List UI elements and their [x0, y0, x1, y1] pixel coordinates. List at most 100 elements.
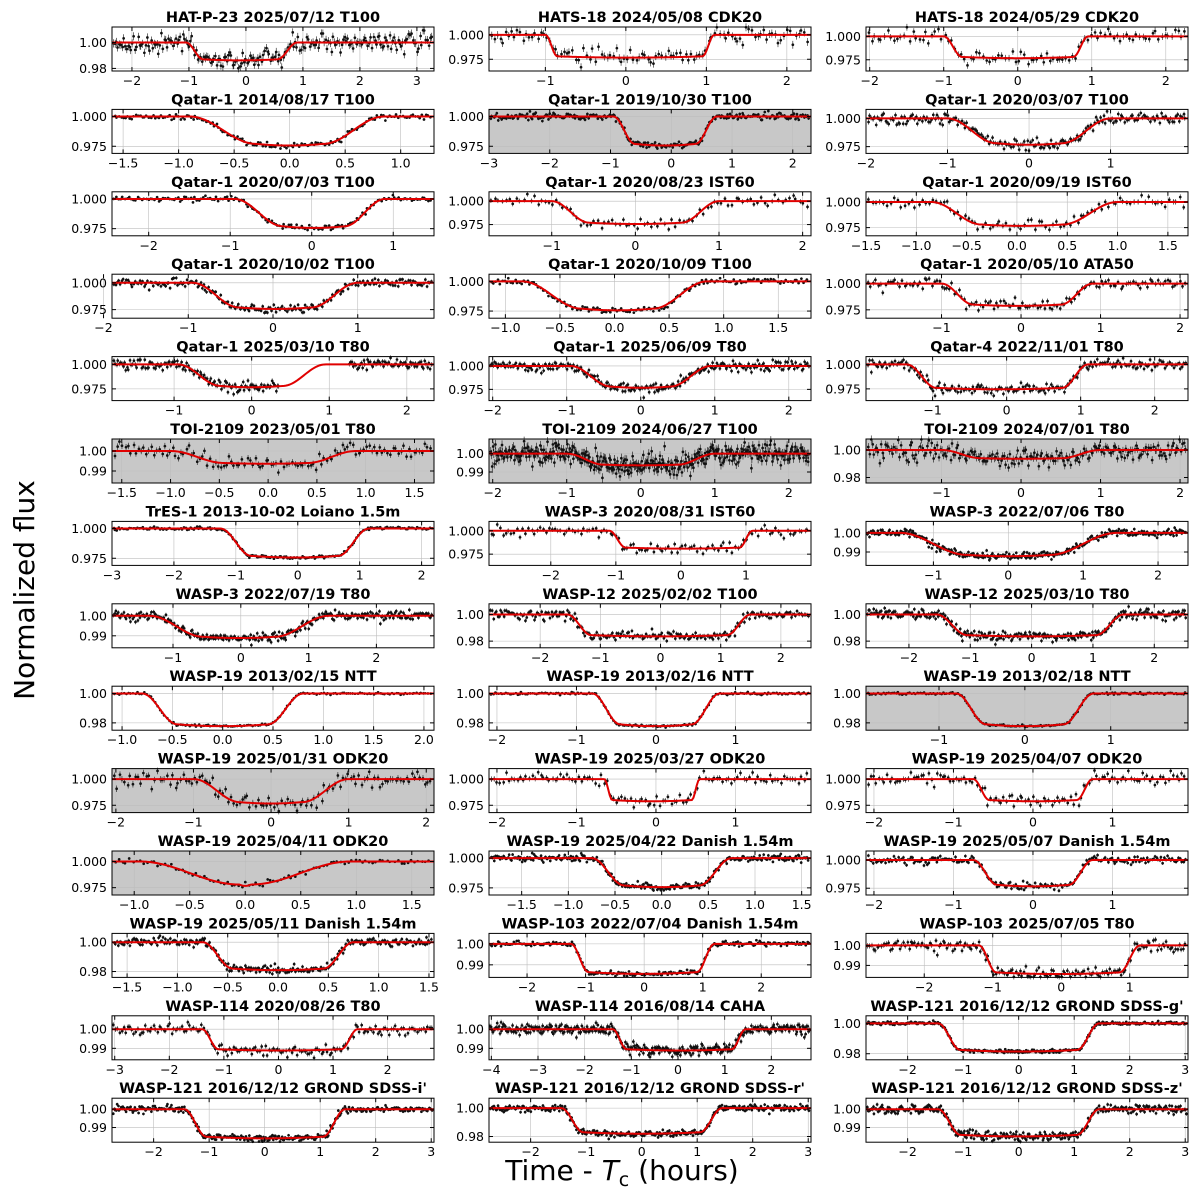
x-tick-label: −2: [94, 320, 112, 335]
data-point: [675, 52, 678, 55]
data-point: [176, 360, 179, 363]
data-point: [214, 291, 217, 294]
data-point: [724, 197, 727, 200]
data-point: [1168, 198, 1171, 201]
data-point: [629, 49, 632, 52]
data-point: [419, 35, 422, 38]
data-point: [760, 196, 763, 199]
data-point: [965, 308, 968, 311]
data-point: [632, 311, 635, 314]
data-point: [143, 51, 146, 54]
data-point: [341, 43, 344, 46]
data-point: [674, 225, 677, 228]
data-point: [1104, 122, 1107, 125]
y-tick-label: 1.000: [825, 111, 861, 126]
data-point: [1147, 195, 1150, 198]
data-point: [541, 120, 544, 123]
data-point: [679, 51, 682, 54]
panel-title: HATS-18 2024/05/29 CDK20: [915, 10, 1139, 26]
panel-title: Qatar-1 2019/10/30 T100: [548, 92, 752, 108]
data-point: [117, 279, 120, 282]
panel-title: HAT-P-23 2025/07/12 T100: [166, 10, 380, 26]
x-tick-label: 0.0: [280, 155, 300, 170]
data-point: [678, 219, 681, 222]
data-point: [1106, 110, 1109, 113]
data-point: [1055, 220, 1058, 223]
data-point: [936, 279, 939, 282]
data-point: [352, 279, 355, 282]
data-point: [730, 370, 733, 373]
data-point: [913, 206, 916, 209]
data-point: [426, 39, 429, 42]
data-point: [1000, 54, 1003, 57]
data-point: [1012, 145, 1015, 148]
data-point: [1068, 59, 1071, 62]
data-point: [192, 201, 195, 204]
data-point: [941, 124, 944, 127]
x-tick-label: 1.5: [768, 320, 788, 335]
x-tick-label: 2: [783, 73, 791, 88]
data-point: [871, 40, 874, 43]
data-point: [656, 147, 659, 150]
x-tick-label: 1: [389, 238, 397, 253]
x-tick-label: −1: [601, 155, 619, 170]
data-point: [975, 51, 978, 54]
data-point: [388, 361, 391, 364]
panel-title: HATS-18 2024/05/08 CDK20: [538, 10, 762, 26]
data-point: [685, 53, 688, 56]
data-point: [761, 119, 764, 122]
data-point: [275, 311, 278, 314]
y-tick-label: 1.000: [71, 357, 107, 372]
data-point: [1151, 280, 1154, 283]
data-point: [1003, 148, 1006, 151]
light-curve-panel: HATS-18 2024/05/29 CDK20−2 −1 0 1 20.9751.00…: [825, 10, 1188, 88]
data-point: [966, 64, 969, 67]
data-point: [1128, 37, 1131, 40]
y-tick-label: 1.000: [71, 191, 107, 206]
data-point: [389, 34, 392, 37]
data-point: [534, 111, 537, 114]
panel-background: [489, 192, 811, 236]
data-point: [585, 375, 588, 378]
data-point: [1109, 33, 1112, 36]
data-point: [886, 204, 889, 207]
data-point: [621, 390, 624, 393]
data-point: [157, 52, 160, 55]
data-point: [531, 118, 534, 121]
light-curve-panel: Qatar-1 2014/08/17 T100−1.5 −1.0 −0.5 0.0 0.…: [71, 92, 434, 170]
data-point: [1021, 302, 1024, 305]
x-tick-label: 0: [631, 238, 639, 253]
data-point: [363, 359, 366, 362]
data-point: [330, 51, 333, 54]
data-point: [987, 302, 990, 305]
data-point: [695, 139, 698, 142]
data-point: [547, 367, 550, 370]
data-point: [278, 54, 281, 57]
data-point: [300, 49, 303, 52]
data-point: [406, 38, 409, 41]
x-tick-label: −2: [860, 73, 878, 88]
data-point: [537, 37, 540, 40]
data-point: [203, 374, 206, 377]
data-point: [636, 227, 639, 230]
data-point: [596, 306, 599, 309]
data-point: [139, 358, 142, 361]
data-point: [115, 284, 118, 287]
data-point: [633, 389, 636, 392]
data-point: [922, 39, 925, 42]
data-point: [1087, 39, 1090, 42]
data-point: [1031, 139, 1034, 142]
data-point: [378, 35, 381, 38]
data-point: [989, 227, 992, 230]
data-point: [556, 367, 559, 370]
data-point: [225, 381, 228, 384]
x-tick-label: −1.0: [490, 320, 520, 335]
data-point: [295, 46, 298, 49]
data-point: [275, 51, 278, 54]
data-point: [679, 374, 682, 377]
data-point: [792, 194, 795, 197]
x-tick-label: 1.0: [1108, 238, 1128, 253]
data-point: [259, 55, 262, 58]
data-point: [757, 113, 760, 116]
data-point: [887, 123, 890, 126]
